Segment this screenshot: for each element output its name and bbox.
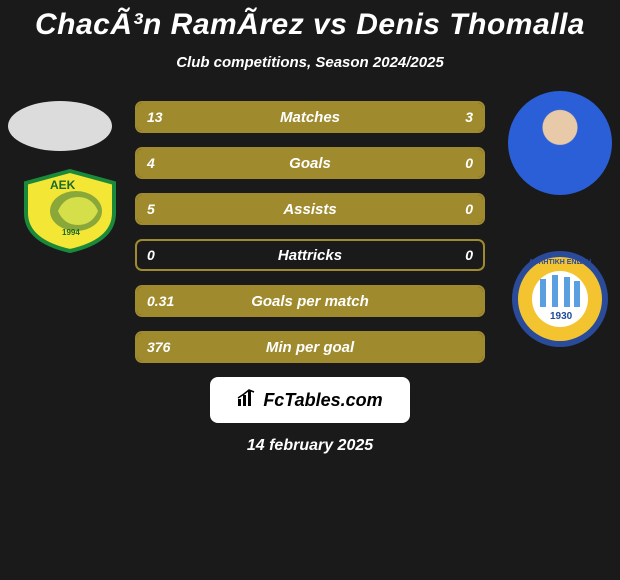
stat-label: Goals per match xyxy=(251,293,369,310)
comparison-subtitle: Club competitions, Season 2024/2025 xyxy=(0,54,620,71)
stat-label: Assists xyxy=(283,201,336,218)
stat-value-right: 0 xyxy=(465,155,473,171)
stat-value-right: 0 xyxy=(465,247,473,263)
stat-rows: 13 3 Matches 4 0 Goals 5 0 Assists 0 0 Hattricks 0.3… xyxy=(135,101,485,363)
footer-date: 14 february 2025 xyxy=(0,437,620,455)
badge-left-text-top: AEK xyxy=(50,178,76,192)
svg-text:ΑΘΛΗΤΙΚΗ ΕΝΩΣΗ: ΑΘΛΗΤΙΚΗ ΕΝΩΣΗ xyxy=(529,259,592,266)
stat-row: 5 0 Assists xyxy=(135,193,485,225)
stat-value-right: 3 xyxy=(465,109,473,125)
stat-label: Hattricks xyxy=(278,247,342,264)
stat-row: 376 Min per goal xyxy=(135,331,485,363)
comparison-title: ChacÃ³n RamÃ­rez vs Denis Thomalla xyxy=(0,0,620,42)
stat-value-left: 0 xyxy=(147,247,155,263)
stat-row: 0 0 Hattricks xyxy=(135,239,485,271)
stat-value-left: 13 xyxy=(147,109,163,125)
stat-label: Matches xyxy=(280,109,340,126)
stat-value-left: 5 xyxy=(147,201,155,217)
stat-fill-left xyxy=(137,103,417,131)
stat-row: 0.31 Goals per match xyxy=(135,285,485,317)
stat-value-left: 4 xyxy=(147,155,155,171)
site-name: FcTables.com xyxy=(263,390,382,411)
badge-left-text-bottom: 1994 xyxy=(62,228,80,237)
club-badge-right: 1930 ΑΘΛΗΤΙΚΗ ΕΝΩΣΗ xyxy=(510,249,610,333)
stat-row: 13 3 Matches xyxy=(135,101,485,133)
stat-value-left: 0.31 xyxy=(147,293,174,309)
player-left-avatar xyxy=(8,101,112,151)
chart-icon xyxy=(237,389,257,412)
player-right-avatar xyxy=(508,91,612,195)
comparison-body: AEK 1994 1930 ΑΘΛΗΤΙΚΗ ΕΝΩΣΗ 13 3 Matches 4… xyxy=(0,101,620,455)
stat-label: Min per goal xyxy=(266,339,354,356)
club-badge-left: AEK 1994 xyxy=(20,169,120,253)
stat-value-right: 0 xyxy=(465,201,473,217)
stat-row: 4 0 Goals xyxy=(135,147,485,179)
stat-label: Goals xyxy=(289,155,331,172)
badge-right-year: 1930 xyxy=(550,311,573,322)
site-badge[interactable]: FcTables.com xyxy=(210,377,410,423)
stat-value-left: 376 xyxy=(147,339,170,355)
